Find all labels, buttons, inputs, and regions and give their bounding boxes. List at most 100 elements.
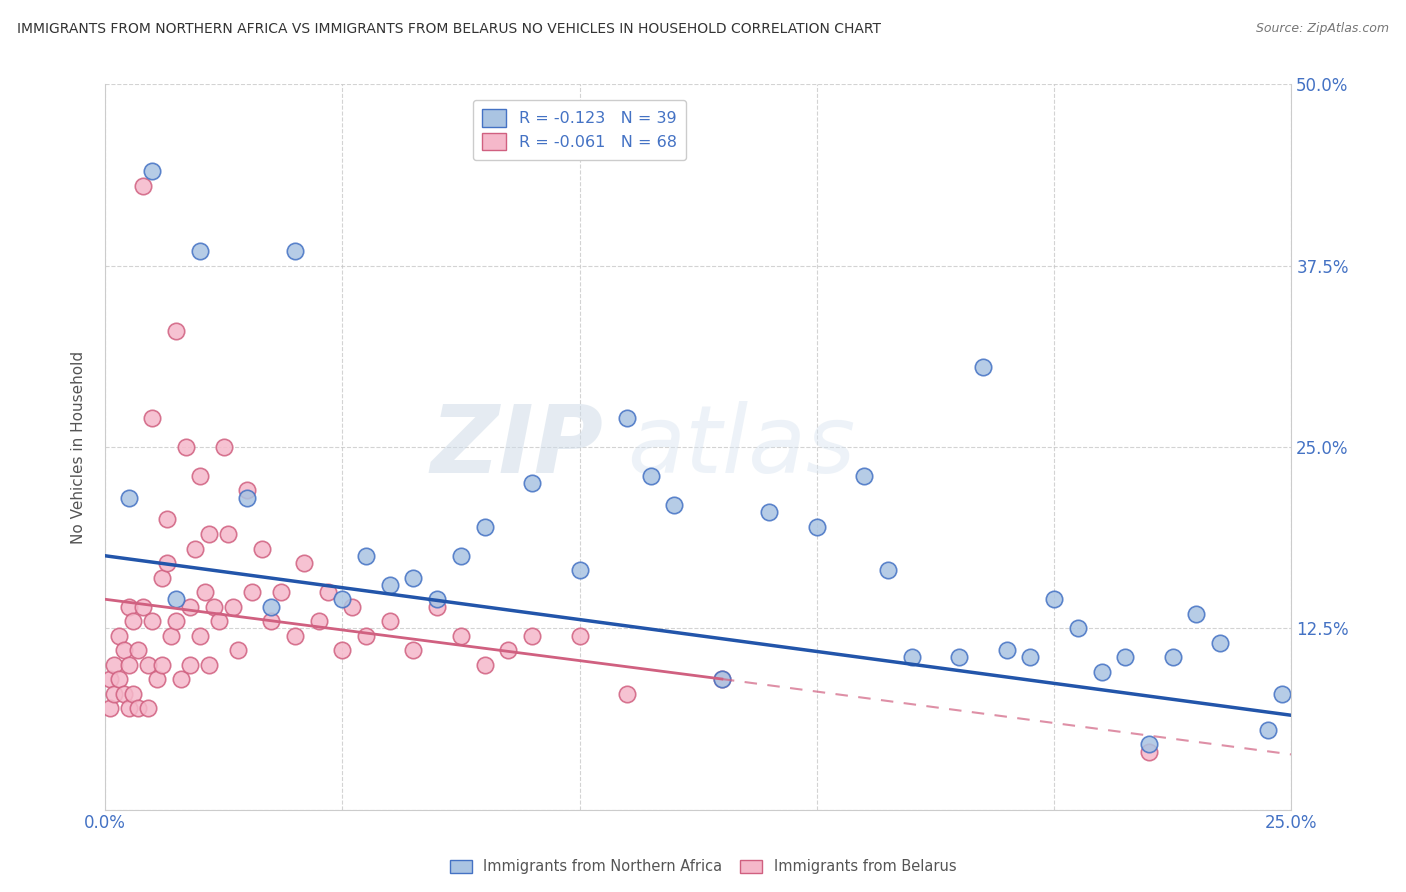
Point	[640, 469, 662, 483]
Point	[474, 520, 496, 534]
Point	[330, 643, 353, 657]
Point	[236, 483, 259, 498]
Point	[474, 657, 496, 672]
Point	[150, 570, 173, 584]
Point	[146, 672, 169, 686]
Point	[284, 244, 307, 259]
Point	[354, 628, 377, 642]
Text: ZIP: ZIP	[430, 401, 603, 493]
Point	[202, 599, 225, 614]
Point	[260, 614, 283, 628]
Point	[710, 672, 733, 686]
Point	[292, 556, 315, 570]
Point	[378, 614, 401, 628]
Point	[260, 599, 283, 614]
Point	[450, 549, 472, 563]
Point	[616, 686, 638, 700]
Point	[122, 614, 145, 628]
Point	[108, 672, 131, 686]
Point	[806, 520, 828, 534]
Point	[1043, 592, 1066, 607]
Point	[1137, 745, 1160, 759]
Point	[179, 599, 201, 614]
Point	[1137, 737, 1160, 751]
Point	[1114, 650, 1136, 665]
Point	[1019, 650, 1042, 665]
Point	[170, 672, 193, 686]
Point	[112, 686, 135, 700]
Point	[402, 643, 425, 657]
Point	[972, 360, 994, 375]
Point	[160, 628, 183, 642]
Text: Source: ZipAtlas.com: Source: ZipAtlas.com	[1256, 22, 1389, 36]
Point	[108, 628, 131, 642]
Point	[236, 491, 259, 505]
Point	[165, 614, 187, 628]
Legend: R = -0.123   N = 39, R = -0.061   N = 68: R = -0.123 N = 39, R = -0.061 N = 68	[472, 100, 686, 160]
Point	[122, 686, 145, 700]
Point	[520, 628, 543, 642]
Point	[877, 563, 900, 577]
Point	[316, 585, 339, 599]
Point	[354, 549, 377, 563]
Point	[127, 701, 149, 715]
Point	[1271, 686, 1294, 700]
Point	[141, 411, 163, 425]
Point	[995, 643, 1018, 657]
Point	[1257, 723, 1279, 737]
Text: atlas: atlas	[627, 401, 855, 492]
Point	[156, 512, 179, 526]
Point	[198, 527, 221, 541]
Point	[103, 657, 125, 672]
Point	[758, 505, 780, 519]
Y-axis label: No Vehicles in Household: No Vehicles in Household	[72, 351, 86, 543]
Point	[118, 657, 141, 672]
Point	[198, 657, 221, 672]
Point	[132, 599, 155, 614]
Point	[853, 469, 876, 483]
Point	[710, 672, 733, 686]
Point	[222, 599, 245, 614]
Point	[308, 614, 330, 628]
Point	[98, 672, 121, 686]
Point	[184, 541, 207, 556]
Point	[450, 628, 472, 642]
Point	[568, 563, 591, 577]
Point	[1185, 607, 1208, 621]
Point	[270, 585, 292, 599]
Point	[118, 701, 141, 715]
Point	[188, 244, 211, 259]
Point	[616, 411, 638, 425]
Point	[165, 592, 187, 607]
Point	[174, 440, 197, 454]
Point	[132, 178, 155, 193]
Point	[136, 701, 159, 715]
Point	[98, 701, 121, 715]
Point	[179, 657, 201, 672]
Point	[141, 614, 163, 628]
Point	[284, 628, 307, 642]
Point	[426, 592, 449, 607]
Point	[340, 599, 363, 614]
Point	[948, 650, 970, 665]
Point	[208, 614, 231, 628]
Point	[1090, 665, 1112, 679]
Point	[156, 556, 179, 570]
Point	[498, 643, 520, 657]
Point	[1209, 636, 1232, 650]
Point	[568, 628, 591, 642]
Point	[217, 527, 239, 541]
Point	[118, 491, 141, 505]
Point	[426, 599, 449, 614]
Point	[250, 541, 273, 556]
Point	[127, 643, 149, 657]
Point	[136, 657, 159, 672]
Point	[402, 570, 425, 584]
Point	[330, 592, 353, 607]
Point	[240, 585, 263, 599]
Point	[141, 164, 163, 178]
Point	[112, 643, 135, 657]
Point	[165, 324, 187, 338]
Point	[520, 476, 543, 491]
Point	[226, 643, 249, 657]
